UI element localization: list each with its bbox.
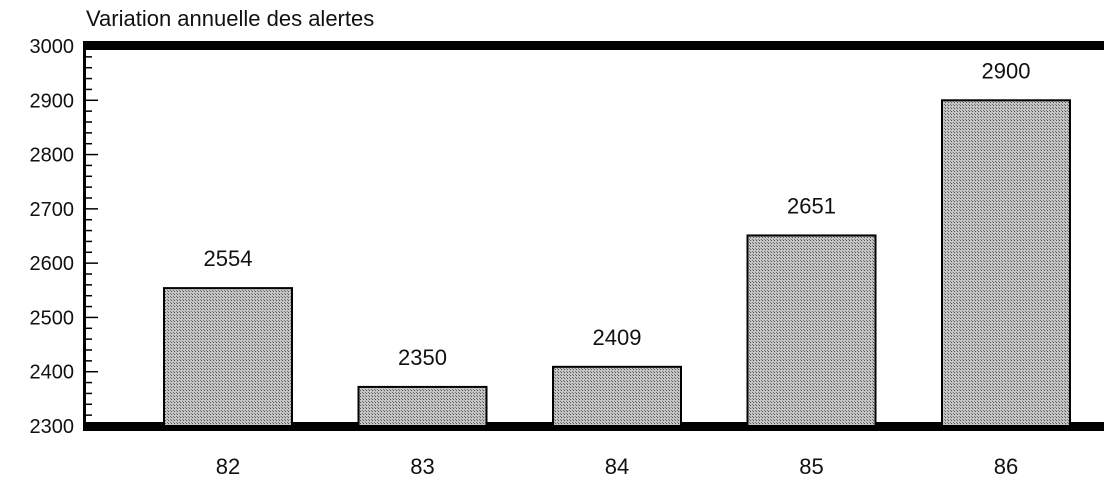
x-tick-label: 84 — [605, 454, 629, 479]
bar-value-label: 2651 — [787, 193, 836, 218]
y-tick-label: 2300 — [30, 416, 75, 438]
bar-value-label: 2554 — [204, 246, 253, 271]
bar-85 — [746, 234, 877, 427]
y-tick-label: 2400 — [30, 362, 75, 384]
x-tick-label: 83 — [410, 454, 434, 479]
y-tick-label: 2500 — [30, 307, 75, 329]
bar-82 — [163, 287, 293, 427]
plot-top-border — [84, 41, 1104, 50]
x-tick-label: 85 — [799, 454, 823, 479]
bar-86 — [941, 99, 1071, 428]
bar-value-label: 2350 — [398, 345, 447, 370]
chart-title: Variation annuelle des alertes — [86, 6, 375, 31]
y-axis-line — [83, 41, 86, 431]
bar-84 — [552, 365, 682, 428]
bar-value-label: 2409 — [593, 325, 642, 350]
bar-value-label: 2900 — [982, 58, 1031, 83]
y-tick-label: 2800 — [30, 145, 75, 167]
y-tick-label: 3000 — [30, 36, 75, 58]
x-tick-label: 86 — [994, 454, 1018, 479]
y-tick-label: 2600 — [30, 253, 75, 275]
x-tick-label: 82 — [216, 454, 240, 479]
bar-83 — [357, 385, 488, 427]
y-tick-label: 2700 — [30, 199, 75, 221]
y-tick-label: 2900 — [30, 90, 75, 112]
